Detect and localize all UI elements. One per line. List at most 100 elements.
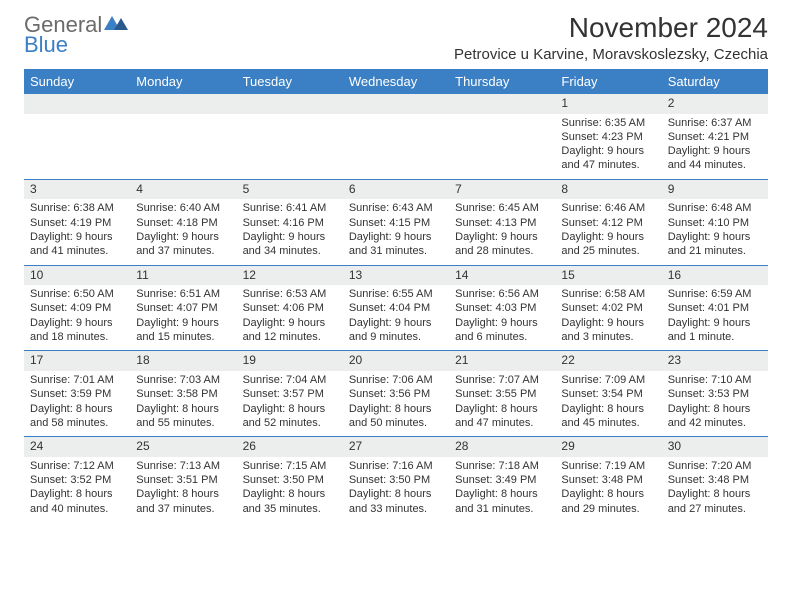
sunset-line: Sunset: 4:07 PM <box>136 301 230 315</box>
calendar-week: 1Sunrise: 6:35 AMSunset: 4:23 PMDaylight… <box>24 93 768 179</box>
sunset-line: Sunset: 4:16 PM <box>243 216 337 230</box>
daylight-line: and 6 minutes. <box>455 330 549 344</box>
day-details: Sunrise: 6:38 AMSunset: 4:19 PMDaylight:… <box>24 199 130 264</box>
daylight-line: Daylight: 9 hours <box>243 316 337 330</box>
calendar-cell <box>130 93 236 179</box>
calendar-cell: 3Sunrise: 6:38 AMSunset: 4:19 PMDaylight… <box>24 179 130 265</box>
location: Petrovice u Karvine, Moravskoslezsky, Cz… <box>454 46 768 63</box>
daylight-line: and 35 minutes. <box>243 502 337 516</box>
daylight-line: and 27 minutes. <box>668 502 762 516</box>
sunrise-line: Sunrise: 7:03 AM <box>136 373 230 387</box>
daylight-line: Daylight: 8 hours <box>668 487 762 501</box>
sunset-line: Sunset: 3:54 PM <box>561 387 655 401</box>
day-details: Sunrise: 7:10 AMSunset: 3:53 PMDaylight:… <box>662 371 768 436</box>
daylight-line: Daylight: 9 hours <box>455 316 549 330</box>
sunset-line: Sunset: 4:12 PM <box>561 216 655 230</box>
daylight-line: and 50 minutes. <box>349 416 443 430</box>
day-number: 21 <box>449 350 555 371</box>
daylight-line: Daylight: 9 hours <box>30 230 124 244</box>
calendar-cell: 1Sunrise: 6:35 AMSunset: 4:23 PMDaylight… <box>555 93 661 179</box>
month-title: November 2024 <box>454 12 768 44</box>
logo-text-2: Blue <box>24 35 128 55</box>
sunrise-line: Sunrise: 7:18 AM <box>455 459 549 473</box>
calendar-week: 17Sunrise: 7:01 AMSunset: 3:59 PMDayligh… <box>24 350 768 436</box>
calendar-cell: 11Sunrise: 6:51 AMSunset: 4:07 PMDayligh… <box>130 265 236 351</box>
calendar-cell <box>24 93 130 179</box>
sunrise-line: Sunrise: 6:53 AM <box>243 287 337 301</box>
day-details: Sunrise: 6:48 AMSunset: 4:10 PMDaylight:… <box>662 199 768 264</box>
sunset-line: Sunset: 4:06 PM <box>243 301 337 315</box>
calendar-cell: 27Sunrise: 7:16 AMSunset: 3:50 PMDayligh… <box>343 436 449 522</box>
day-number: 3 <box>24 179 130 200</box>
calendar-cell: 28Sunrise: 7:18 AMSunset: 3:49 PMDayligh… <box>449 436 555 522</box>
sunset-line: Sunset: 4:02 PM <box>561 301 655 315</box>
day-number: 15 <box>555 265 661 286</box>
day-number: 27 <box>343 436 449 457</box>
day-number: 12 <box>237 265 343 286</box>
day-number: 14 <box>449 265 555 286</box>
sunrise-line: Sunrise: 7:10 AM <box>668 373 762 387</box>
daylight-line: and 21 minutes. <box>668 244 762 258</box>
day-number: 22 <box>555 350 661 371</box>
daylight-line: and 42 minutes. <box>668 416 762 430</box>
sunrise-line: Sunrise: 6:55 AM <box>349 287 443 301</box>
day-details: Sunrise: 6:51 AMSunset: 4:07 PMDaylight:… <box>130 285 236 350</box>
sunset-line: Sunset: 3:56 PM <box>349 387 443 401</box>
weekday-header: Sunday <box>24 70 130 94</box>
daylight-line: and 1 minute. <box>668 330 762 344</box>
sunrise-line: Sunrise: 6:45 AM <box>455 201 549 215</box>
calendar-week: 10Sunrise: 6:50 AMSunset: 4:09 PMDayligh… <box>24 265 768 351</box>
daylight-line: and 47 minutes. <box>561 158 655 172</box>
daylight-line: Daylight: 8 hours <box>243 487 337 501</box>
sunrise-line: Sunrise: 6:38 AM <box>30 201 124 215</box>
sunrise-line: Sunrise: 6:41 AM <box>243 201 337 215</box>
day-details: Sunrise: 6:59 AMSunset: 4:01 PMDaylight:… <box>662 285 768 350</box>
calendar-cell: 25Sunrise: 7:13 AMSunset: 3:51 PMDayligh… <box>130 436 236 522</box>
sunrise-line: Sunrise: 7:16 AM <box>349 459 443 473</box>
day-number: 23 <box>662 350 768 371</box>
day-details: Sunrise: 6:40 AMSunset: 4:18 PMDaylight:… <box>130 199 236 264</box>
daylight-line: Daylight: 9 hours <box>561 316 655 330</box>
daylight-line: and 52 minutes. <box>243 416 337 430</box>
calendar-cell: 21Sunrise: 7:07 AMSunset: 3:55 PMDayligh… <box>449 350 555 436</box>
calendar-cell: 5Sunrise: 6:41 AMSunset: 4:16 PMDaylight… <box>237 179 343 265</box>
sunrise-line: Sunrise: 7:19 AM <box>561 459 655 473</box>
sunrise-line: Sunrise: 7:20 AM <box>668 459 762 473</box>
daylight-line: and 29 minutes. <box>561 502 655 516</box>
weekday-row: Sunday Monday Tuesday Wednesday Thursday… <box>24 70 768 94</box>
sunrise-line: Sunrise: 7:09 AM <box>561 373 655 387</box>
sunset-line: Sunset: 3:50 PM <box>349 473 443 487</box>
day-number: 8 <box>555 179 661 200</box>
weekday-header: Saturday <box>662 70 768 94</box>
calendar-cell: 14Sunrise: 6:56 AMSunset: 4:03 PMDayligh… <box>449 265 555 351</box>
day-number: 20 <box>343 350 449 371</box>
calendar-cell: 8Sunrise: 6:46 AMSunset: 4:12 PMDaylight… <box>555 179 661 265</box>
day-number: 9 <box>662 179 768 200</box>
day-details: Sunrise: 6:41 AMSunset: 4:16 PMDaylight:… <box>237 199 343 264</box>
day-number: 1 <box>555 93 661 114</box>
day-number: 6 <box>343 179 449 200</box>
sunrise-line: Sunrise: 6:37 AM <box>668 116 762 130</box>
daylight-line: Daylight: 9 hours <box>668 230 762 244</box>
day-number: 30 <box>662 436 768 457</box>
logo-triangle-icon <box>104 12 128 32</box>
day-number: 28 <box>449 436 555 457</box>
sunrise-line: Sunrise: 6:56 AM <box>455 287 549 301</box>
daylight-line: and 15 minutes. <box>136 330 230 344</box>
sunset-line: Sunset: 4:21 PM <box>668 130 762 144</box>
sunset-line: Sunset: 3:48 PM <box>668 473 762 487</box>
sunset-line: Sunset: 4:19 PM <box>30 216 124 230</box>
daylight-line: Daylight: 8 hours <box>30 487 124 501</box>
sunset-line: Sunset: 4:09 PM <box>30 301 124 315</box>
day-details: Sunrise: 6:58 AMSunset: 4:02 PMDaylight:… <box>555 285 661 350</box>
sunset-line: Sunset: 4:18 PM <box>136 216 230 230</box>
day-details: Sunrise: 6:35 AMSunset: 4:23 PMDaylight:… <box>555 114 661 179</box>
sunrise-line: Sunrise: 6:43 AM <box>349 201 443 215</box>
sunrise-line: Sunrise: 7:04 AM <box>243 373 337 387</box>
sunset-line: Sunset: 4:10 PM <box>668 216 762 230</box>
sunset-line: Sunset: 3:50 PM <box>243 473 337 487</box>
sunset-line: Sunset: 3:55 PM <box>455 387 549 401</box>
weekday-header: Tuesday <box>237 70 343 94</box>
daylight-line: Daylight: 9 hours <box>455 230 549 244</box>
day-number: 25 <box>130 436 236 457</box>
